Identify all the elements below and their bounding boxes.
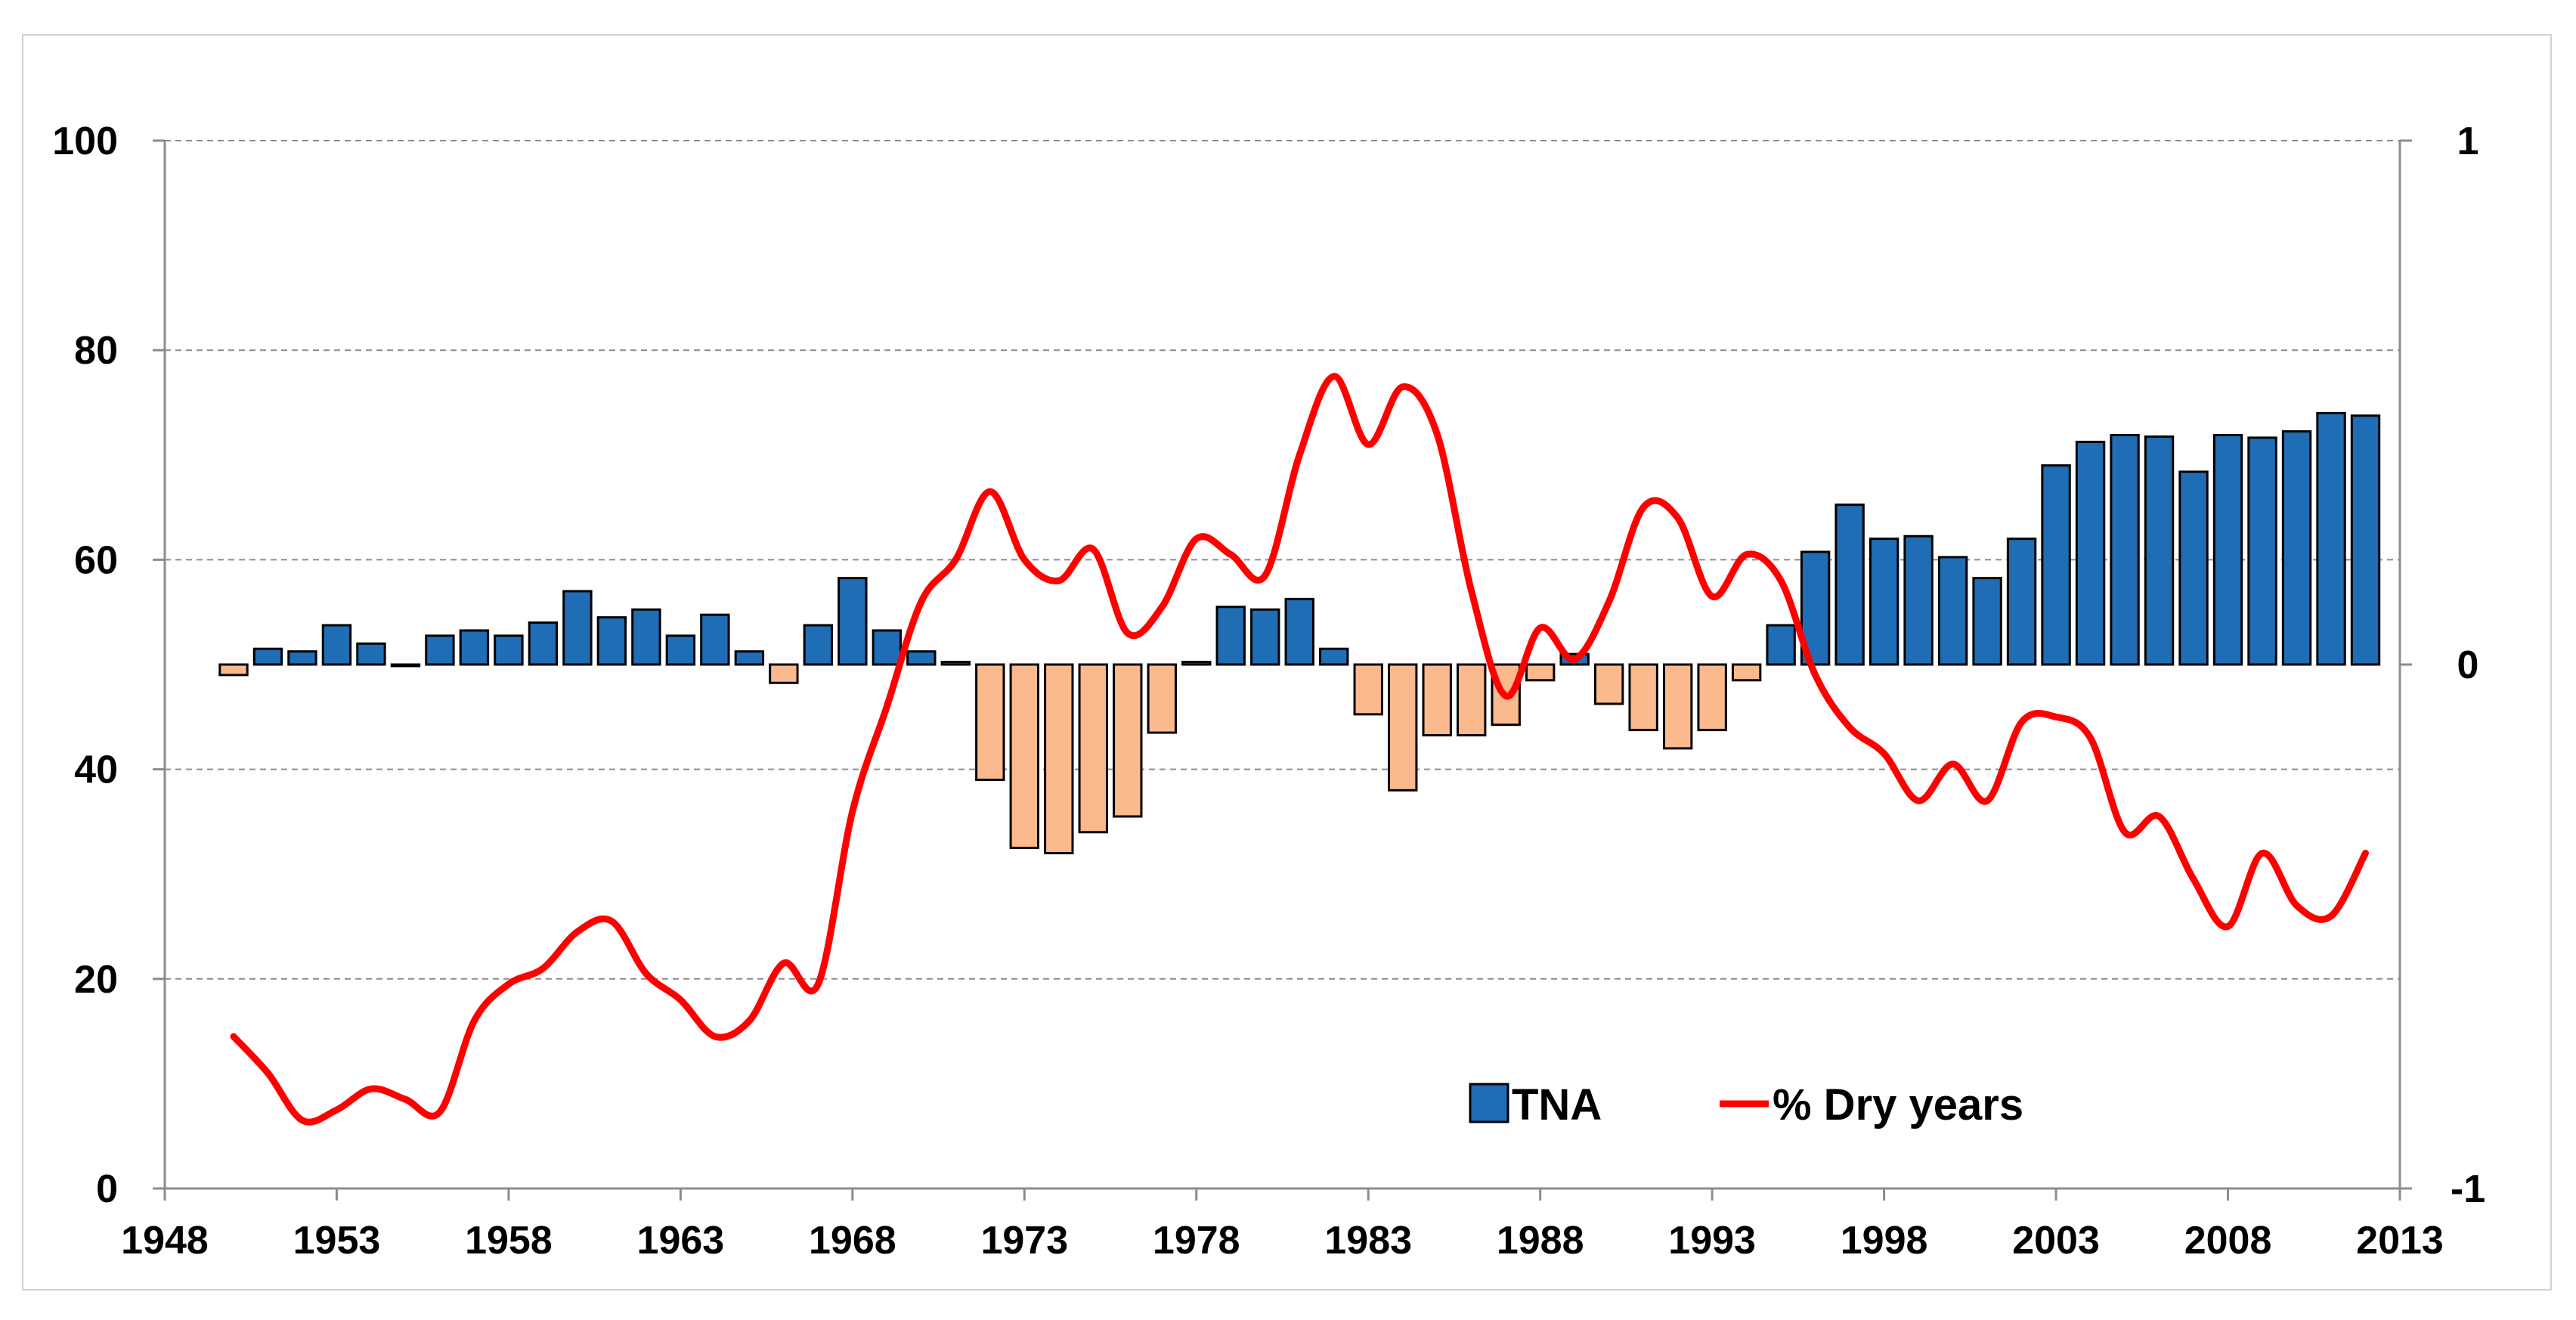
x-tick-label-2003: 2003 <box>2012 1219 2100 1263</box>
tna-bar-1988 <box>1525 663 1556 682</box>
y-right-tick-label--1: -1 <box>2451 1167 2485 1211</box>
tna-bar-1983 <box>1353 663 1383 716</box>
tna-bar-2010 <box>2281 430 2312 666</box>
tna-bar-1951 <box>252 647 283 666</box>
legend-tna-swatch <box>1469 1083 1509 1123</box>
tna-bar-1977 <box>1147 663 1177 734</box>
tna-bar-1982 <box>1319 647 1349 666</box>
tna-bar-1973 <box>1009 663 1040 850</box>
tna-bar-1957 <box>459 629 490 666</box>
tna-bar-1986 <box>1457 663 1487 737</box>
x-tick-label-1968: 1968 <box>809 1219 896 1263</box>
dry-years-line-layer <box>230 373 2370 1126</box>
y-right-tick-label-1: 1 <box>2457 119 2479 163</box>
tna-bar-1955 <box>390 663 421 668</box>
tna-bar-1954 <box>356 642 386 666</box>
x-tick-label-1973: 1973 <box>980 1219 1068 1263</box>
tna-bar-1998 <box>1869 538 1899 666</box>
y-right-tick-label-0: 0 <box>2457 643 2479 687</box>
tna-bar-1961 <box>596 616 627 666</box>
tna-bar-2003 <box>2041 464 2071 666</box>
tna-bar-1967 <box>803 624 834 666</box>
tna-bar-1956 <box>425 634 455 666</box>
x-tick-label-1948: 1948 <box>121 1219 209 1263</box>
y-left-tick-label-40: 40 <box>74 748 118 792</box>
tna-bar-1984 <box>1388 663 1418 792</box>
tna-bar-1974 <box>1044 663 1074 854</box>
tna-bar-2004 <box>2075 440 2106 666</box>
tna-bar-2006 <box>2144 435 2175 666</box>
tna-bar-1953 <box>321 624 352 666</box>
tna-bar-2000 <box>1937 556 1968 666</box>
tna-bar-1999 <box>1903 535 1934 666</box>
tna-bar-2002 <box>2006 538 2037 666</box>
tna-bar-1979 <box>1215 606 1246 666</box>
tna-bar-1972 <box>975 663 1005 781</box>
tna-bar-1962 <box>631 608 661 666</box>
tna-bar-1963 <box>665 634 696 666</box>
tna-bar-1971 <box>940 661 971 666</box>
y-left-tick-label-60: 60 <box>74 538 118 582</box>
tna-bar-1985 <box>1422 663 1452 737</box>
x-tick-label-1983: 1983 <box>1324 1219 1412 1263</box>
tna-bar-1996 <box>1800 550 1831 666</box>
tna-bar-1990 <box>1593 663 1624 705</box>
x-tick-label-1998: 1998 <box>1841 1219 1928 1263</box>
tna-bar-2008 <box>2212 433 2243 666</box>
tna-bar-1952 <box>287 650 317 666</box>
tna-bar-1993 <box>1697 663 1727 732</box>
tna-bar-1950 <box>218 663 249 677</box>
x-tick-label-1978: 1978 <box>1153 1219 1240 1263</box>
tna-bars <box>218 411 2381 854</box>
tick-labels: 1948 1953 1958 1963 1968 1973 1978 1983 1988 1993… <box>52 119 2485 1263</box>
tna-bar-1995 <box>1766 624 1796 666</box>
x-tick-label-1963: 1963 <box>637 1219 725 1263</box>
tna-bar-1975 <box>1078 663 1108 834</box>
tna-bar-2007 <box>2178 470 2209 666</box>
legend-dry-years-label: % Dry years <box>1773 1080 2023 1129</box>
tna-bar-2009 <box>2247 436 2277 666</box>
tna-bar-2005 <box>2110 433 2140 666</box>
tna-bar-1980 <box>1250 608 1280 666</box>
tna-bar-1992 <box>1662 663 1693 750</box>
tna-bar-1964 <box>700 613 730 666</box>
tna-bar-1959 <box>528 621 559 666</box>
legend: TNA % Dry years <box>1469 1080 2023 1129</box>
tna-bar-1966 <box>769 663 799 684</box>
dry-years-line <box>230 373 2370 1126</box>
y-left-tick-label-100: 100 <box>52 119 118 163</box>
axes <box>153 139 2412 1201</box>
tna-bar-1970 <box>906 650 937 666</box>
tna-bar-2001 <box>1972 577 2002 666</box>
tna-bar-1958 <box>494 634 524 666</box>
tna-bar-1994 <box>1731 663 1762 682</box>
tna-bar-1978 <box>1181 661 1212 666</box>
tna-bar-2011 <box>2316 411 2346 666</box>
y-left-tick-label-0: 0 <box>96 1167 118 1211</box>
legend-tna-label: TNA <box>1512 1080 1602 1129</box>
tna-bar-2012 <box>2350 414 2381 666</box>
tna-bar-1976 <box>1113 663 1143 818</box>
x-tick-label-2008: 2008 <box>2184 1219 2272 1263</box>
x-tick-label-1958: 1958 <box>465 1219 553 1263</box>
tna-bar-1991 <box>1628 663 1658 732</box>
x-tick-label-1988: 1988 <box>1497 1219 1584 1263</box>
tna-bar-1965 <box>734 650 765 666</box>
tna-bar-1981 <box>1284 597 1314 666</box>
tna-bar-1968 <box>838 577 868 666</box>
tna-bar-1997 <box>1834 504 1865 666</box>
tna-bar-1960 <box>562 590 593 666</box>
x-tick-label-1993: 1993 <box>1668 1219 1756 1263</box>
y-left-tick-label-80: 80 <box>74 329 118 373</box>
tna-bar-1969 <box>872 629 903 666</box>
x-tick-label-2013: 2013 <box>2356 1219 2444 1263</box>
x-tick-label-1953: 1953 <box>293 1219 381 1263</box>
y-left-tick-label-20: 20 <box>74 958 118 1002</box>
